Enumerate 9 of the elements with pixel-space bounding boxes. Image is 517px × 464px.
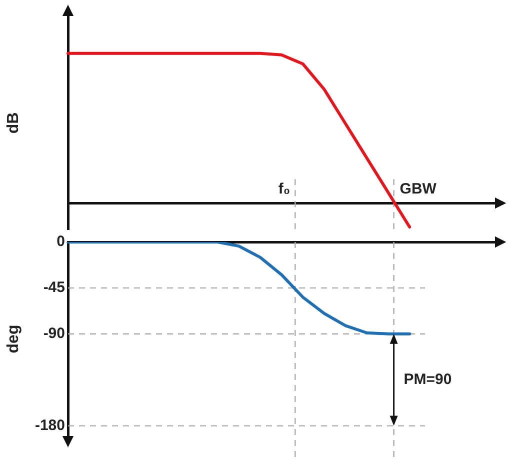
y-tick-label: 0 (56, 233, 65, 250)
annotation: f₀ (278, 180, 290, 198)
y-tick-label: -180 (34, 416, 65, 434)
annotation: PM=90 (404, 370, 452, 388)
y-axis-title: deg (5, 324, 22, 354)
y-axis-title: dB (5, 112, 22, 134)
y-tick-label: -45 (43, 279, 65, 296)
annotation: GBW (400, 180, 438, 198)
y-tick-label: -90 (43, 325, 65, 342)
